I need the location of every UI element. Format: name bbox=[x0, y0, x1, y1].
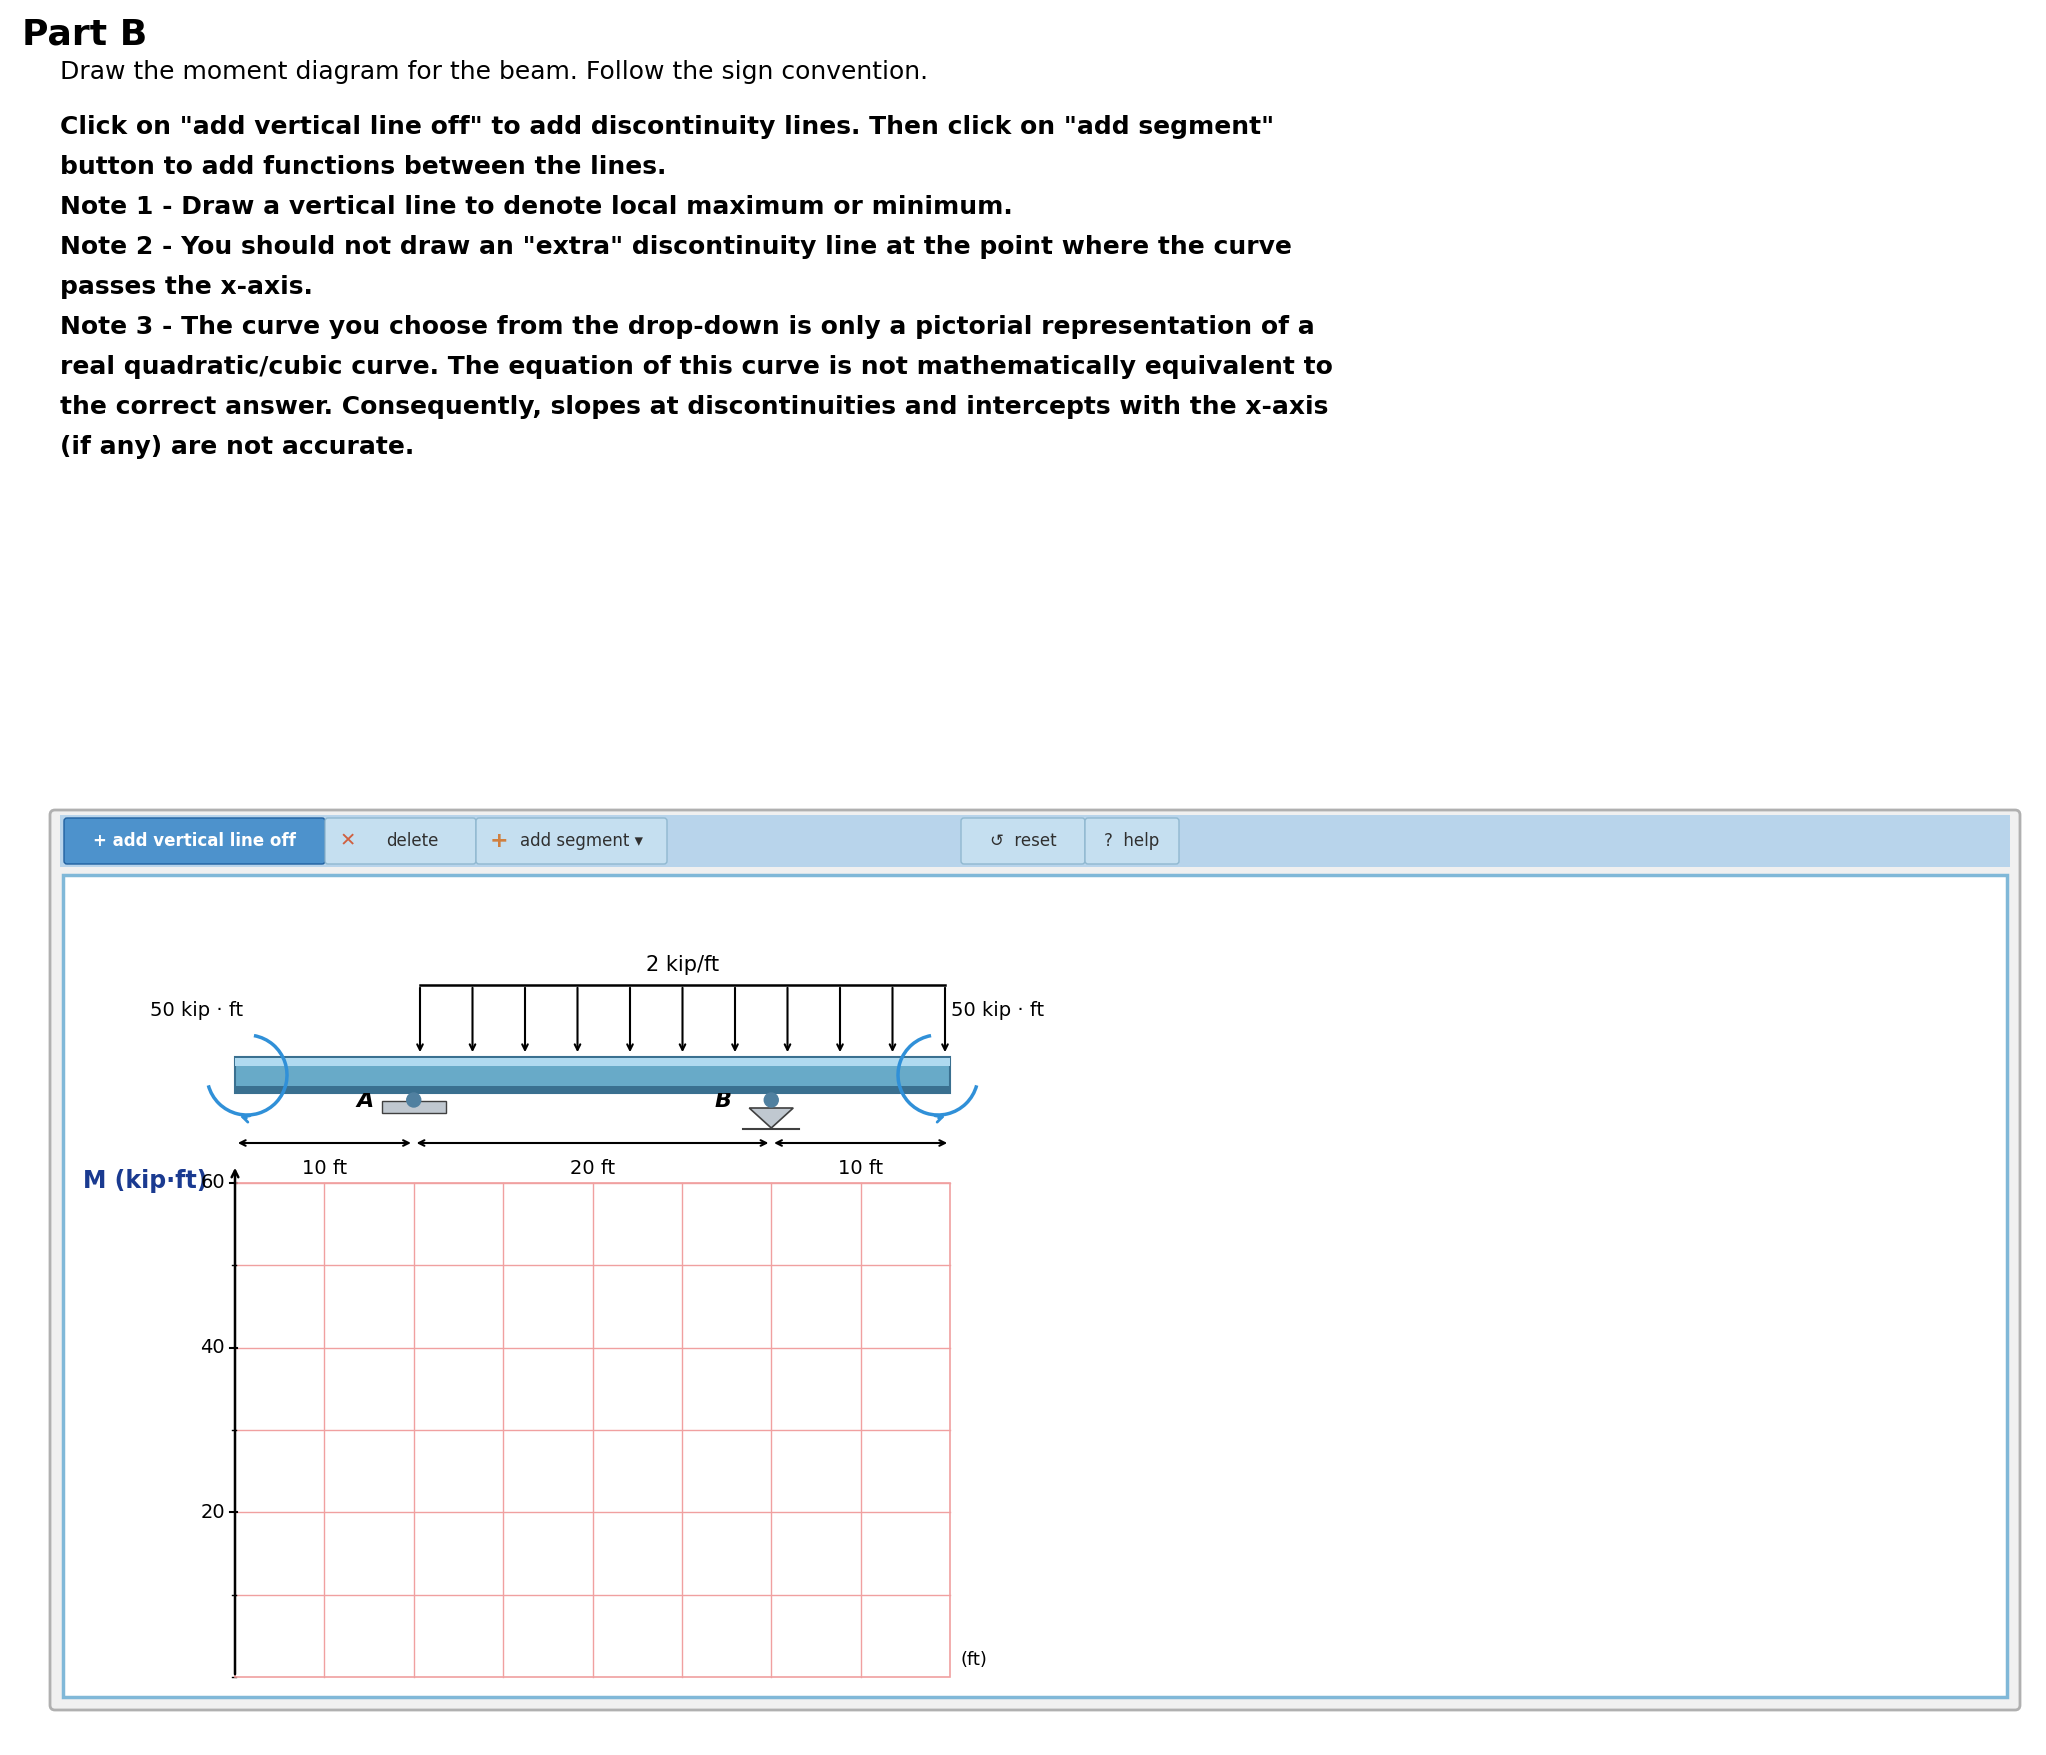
Text: 20 ft: 20 ft bbox=[571, 1158, 616, 1178]
Text: (if any) are not accurate.: (if any) are not accurate. bbox=[59, 435, 413, 460]
Text: +: + bbox=[489, 832, 507, 851]
Text: passes the x-axis.: passes the x-axis. bbox=[59, 276, 313, 298]
Text: 2 kip/ft: 2 kip/ft bbox=[647, 955, 718, 976]
Text: 20: 20 bbox=[201, 1502, 225, 1522]
Text: Click on "add vertical line off" to add discontinuity lines. Then click on "add : Click on "add vertical line off" to add … bbox=[59, 116, 1275, 139]
FancyBboxPatch shape bbox=[49, 811, 2019, 1709]
Polygon shape bbox=[749, 1107, 794, 1128]
Circle shape bbox=[407, 1093, 421, 1107]
FancyBboxPatch shape bbox=[962, 818, 1084, 863]
Text: B: B bbox=[714, 1092, 730, 1111]
Text: ✕: ✕ bbox=[340, 832, 356, 851]
Text: ?  help: ? help bbox=[1105, 832, 1160, 849]
Text: button to add functions between the lines.: button to add functions between the line… bbox=[59, 154, 667, 179]
Text: Draw the moment diagram for the beam. Follow the sign convention.: Draw the moment diagram for the beam. Fo… bbox=[59, 60, 929, 84]
Text: Note 3 - The curve you choose from the drop-down is only a pictorial representat: Note 3 - The curve you choose from the d… bbox=[59, 314, 1316, 339]
Bar bbox=[235, 1086, 949, 1093]
Text: A: A bbox=[356, 1092, 374, 1111]
Text: real quadratic/cubic curve. The equation of this curve is not mathematically equ: real quadratic/cubic curve. The equation… bbox=[59, 355, 1332, 379]
Text: delete: delete bbox=[387, 832, 438, 849]
Text: Part B: Part B bbox=[23, 18, 147, 51]
Bar bbox=[235, 1058, 949, 1065]
Text: 50 kip · ft: 50 kip · ft bbox=[951, 1000, 1046, 1020]
Bar bbox=[59, 814, 2009, 867]
Text: Note 2 - You should not draw an "extra" discontinuity line at the point where th: Note 2 - You should not draw an "extra" … bbox=[59, 235, 1291, 260]
Text: 10 ft: 10 ft bbox=[303, 1158, 348, 1178]
Text: (ft): (ft) bbox=[960, 1651, 986, 1669]
FancyBboxPatch shape bbox=[477, 818, 667, 863]
Bar bbox=[235, 1057, 949, 1093]
Text: 10 ft: 10 ft bbox=[839, 1158, 884, 1178]
Text: add segment ▾: add segment ▾ bbox=[520, 832, 642, 849]
FancyBboxPatch shape bbox=[63, 818, 325, 863]
Text: + add vertical line off: + add vertical line off bbox=[92, 832, 297, 849]
Bar bbox=[235, 1183, 949, 1678]
Text: M (kip·ft): M (kip·ft) bbox=[82, 1169, 207, 1193]
Text: 60: 60 bbox=[201, 1172, 225, 1192]
FancyBboxPatch shape bbox=[325, 818, 477, 863]
FancyBboxPatch shape bbox=[1084, 818, 1178, 863]
Bar bbox=[383, 1100, 446, 1113]
Text: Note 1 - Draw a vertical line to denote local maximum or minimum.: Note 1 - Draw a vertical line to denote … bbox=[59, 195, 1013, 219]
Text: 40: 40 bbox=[201, 1337, 225, 1357]
Text: the correct answer. Consequently, slopes at discontinuities and intercepts with : the correct answer. Consequently, slopes… bbox=[59, 395, 1328, 419]
Bar bbox=[63, 876, 2007, 1697]
Circle shape bbox=[765, 1093, 777, 1107]
Text: 50 kip · ft: 50 kip · ft bbox=[151, 1000, 243, 1020]
Text: ↺  reset: ↺ reset bbox=[990, 832, 1056, 849]
